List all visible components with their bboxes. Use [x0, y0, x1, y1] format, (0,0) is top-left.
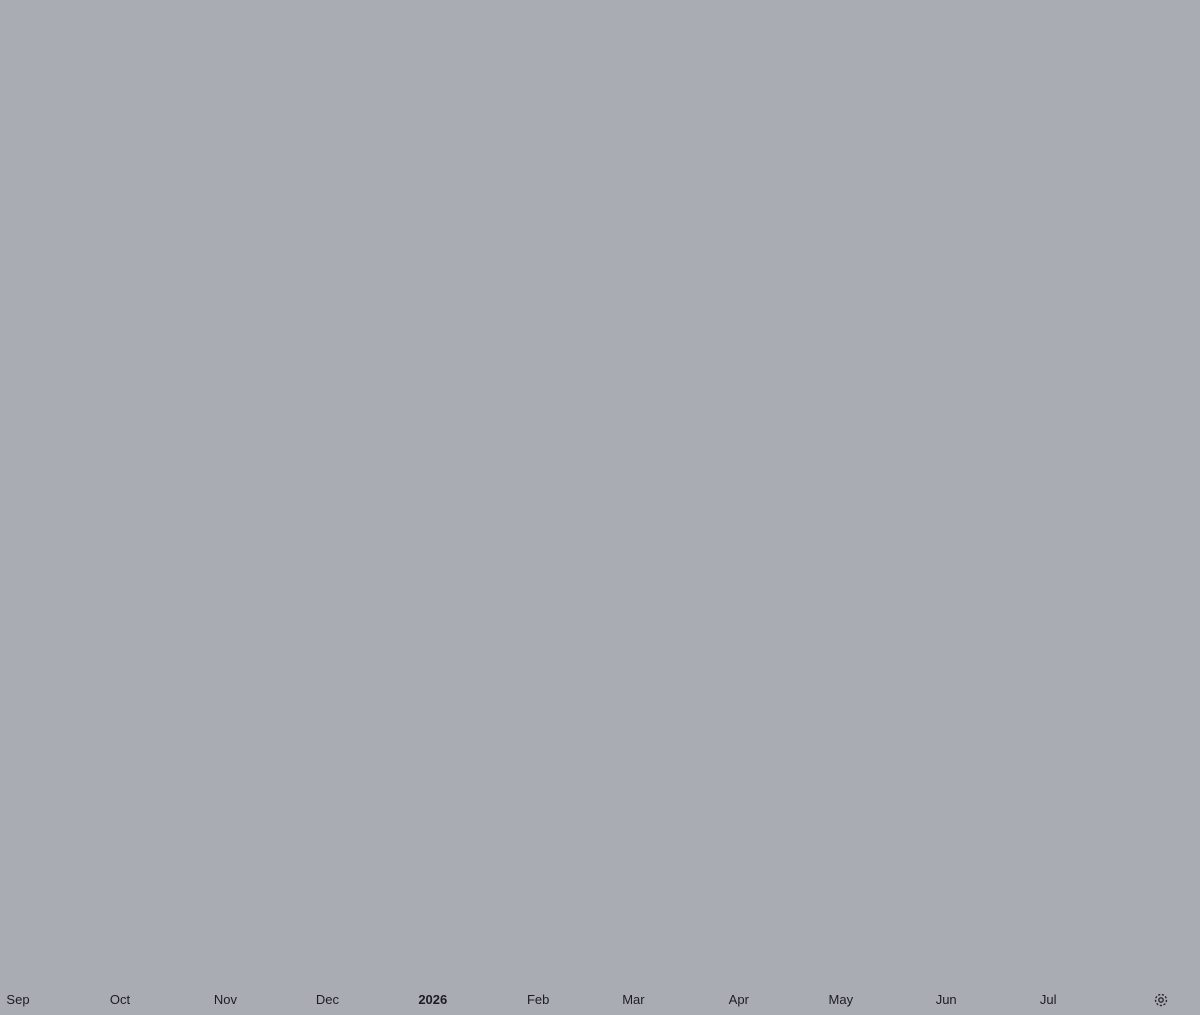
x-tick-label: Oct — [110, 992, 131, 1007]
settings-gear-icon[interactable] — [1150, 990, 1172, 1010]
x-tick-label: May — [829, 992, 854, 1007]
x-tick-label: Dec — [316, 992, 340, 1007]
x-tick-label: Jun — [936, 992, 957, 1007]
x-tick-label: Mar — [622, 992, 645, 1007]
x-tick-label: Feb — [527, 992, 549, 1007]
x-tick-label: 2026 — [418, 992, 447, 1007]
x-tick-label: Sep — [6, 992, 29, 1007]
time-axis[interactable]: Sep Oct Nov Dec 2026 Feb Mar Apr May Jun Jul — [6, 992, 1056, 1007]
x-tick-label: Jul — [1040, 992, 1057, 1007]
x-tick-label: Apr — [729, 992, 750, 1007]
x-tick-label: Nov — [214, 992, 238, 1007]
